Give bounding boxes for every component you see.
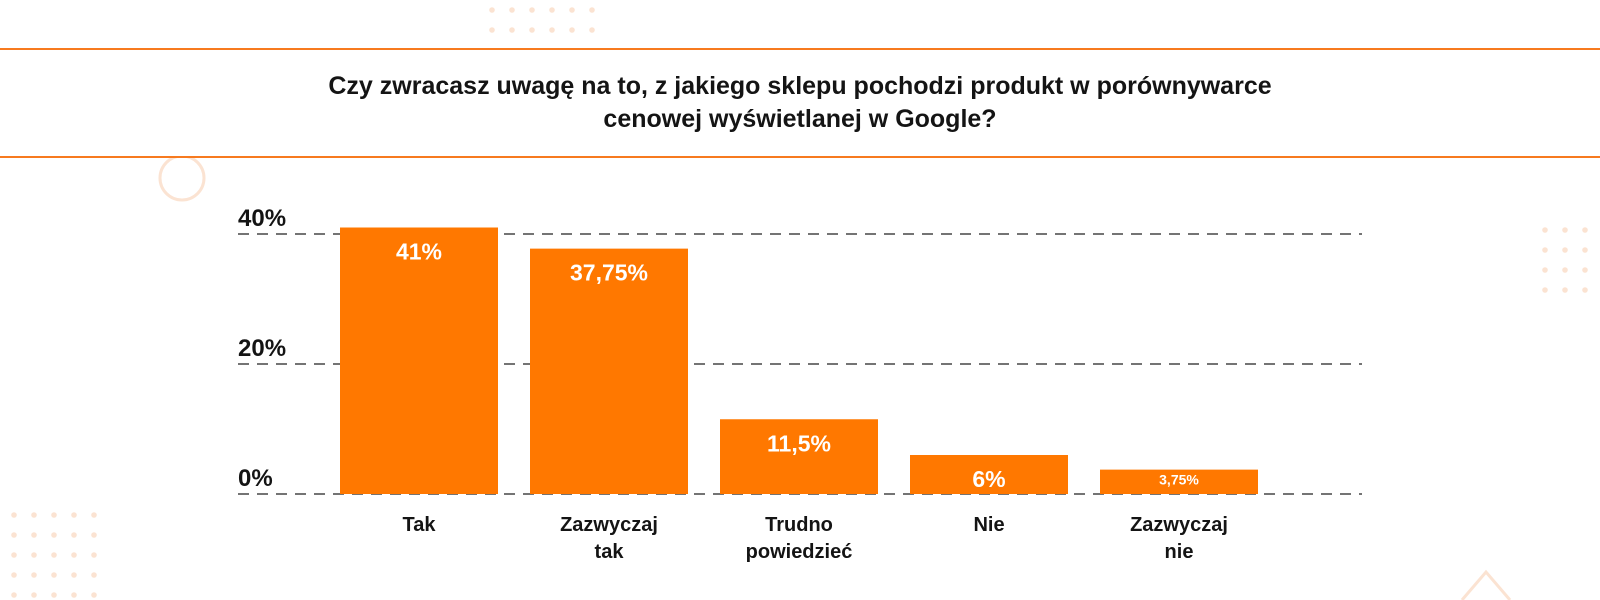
decoration-dot bbox=[31, 532, 37, 538]
decoration-dot bbox=[1542, 227, 1548, 233]
category-label-line: Zazwyczaj bbox=[1130, 514, 1228, 536]
decoration-dot bbox=[1562, 227, 1568, 233]
decoration-dot bbox=[1582, 287, 1588, 293]
decoration-dot bbox=[1542, 247, 1548, 253]
decoration-dot bbox=[529, 7, 535, 13]
decoration-dot bbox=[51, 532, 57, 538]
decoration-dot bbox=[489, 27, 495, 33]
bar-3 bbox=[910, 455, 1068, 494]
decoration-dot bbox=[31, 552, 37, 558]
category-label-line: powiedzieć bbox=[746, 541, 853, 563]
decoration-dot bbox=[1542, 287, 1548, 293]
category-label-line: nie bbox=[1165, 541, 1194, 563]
title-band: Czy zwracasz uwagę na to, z jakiego skle… bbox=[0, 48, 1600, 158]
decoration-dot bbox=[71, 512, 77, 518]
y-tick-label: 20% bbox=[238, 335, 286, 362]
category-label-line: Nie bbox=[973, 514, 1004, 536]
decoration-dot bbox=[1582, 247, 1588, 253]
decoration-dot bbox=[51, 512, 57, 518]
chart-title-line-2: cenowej wyświetlanej w Google? bbox=[603, 105, 997, 133]
category-label: Zazwyczaj nie bbox=[1130, 514, 1228, 563]
value-label: 11,5% bbox=[767, 430, 831, 456]
decoration-dot bbox=[31, 592, 37, 598]
decoration-dot bbox=[91, 552, 97, 558]
value-label: 37,75% bbox=[570, 260, 648, 286]
decoration-dot bbox=[1582, 267, 1588, 273]
decoration-dot bbox=[71, 592, 77, 598]
value-label: 6% bbox=[972, 466, 1005, 492]
decoration-dot bbox=[569, 7, 575, 13]
decoration-dot bbox=[91, 592, 97, 598]
decoration-dot bbox=[31, 572, 37, 578]
category-label-line: Trudno bbox=[765, 514, 833, 536]
decoration-dot bbox=[1542, 267, 1548, 273]
bar-0 bbox=[340, 227, 498, 494]
value-label: 3,75% bbox=[1159, 472, 1199, 488]
category-label: Trudno powiedzieć bbox=[746, 514, 853, 563]
chart-title: Czy zwracasz uwagę na to, z jakiego skle… bbox=[250, 70, 1350, 136]
decoration-dot bbox=[91, 572, 97, 578]
decoration-dot bbox=[509, 7, 515, 13]
chart-title-line-1: Czy zwracasz uwagę na to, z jakiego skle… bbox=[328, 72, 1272, 100]
decoration-dot bbox=[71, 552, 77, 558]
category-label-line: Tak bbox=[403, 514, 437, 536]
decoration-dot bbox=[91, 532, 97, 538]
decoration-dot bbox=[549, 7, 555, 13]
decoration-dot bbox=[71, 572, 77, 578]
decoration-dot bbox=[509, 27, 515, 33]
decoration-dot bbox=[529, 27, 535, 33]
bar-4 bbox=[1100, 469, 1258, 494]
category-label: Nie bbox=[973, 514, 1004, 536]
decoration-dot bbox=[589, 7, 595, 13]
decoration-dot bbox=[71, 532, 77, 538]
decoration-dot bbox=[589, 27, 595, 33]
decoration-dot bbox=[31, 512, 37, 518]
category-label-line: Zazwyczaj bbox=[560, 514, 658, 536]
decoration-dot bbox=[549, 27, 555, 33]
decoration-dot bbox=[11, 512, 17, 518]
category-label: Tak bbox=[403, 514, 437, 536]
bar-1 bbox=[530, 248, 688, 494]
decoration-dot bbox=[11, 572, 17, 578]
decoration-dot bbox=[1582, 227, 1588, 233]
y-tick-label: 0% bbox=[238, 465, 273, 492]
decoration-dot bbox=[489, 7, 495, 13]
decoration-dot bbox=[51, 572, 57, 578]
decoration-dot bbox=[1562, 247, 1568, 253]
decoration-dot bbox=[1562, 267, 1568, 273]
decoration-dot bbox=[11, 592, 17, 598]
decoration-dot bbox=[1562, 287, 1568, 293]
decoration-dot bbox=[11, 552, 17, 558]
decoration-dot bbox=[11, 532, 17, 538]
decoration-dot bbox=[51, 592, 57, 598]
category-label: Zazwyczaj tak bbox=[560, 514, 658, 563]
decoration-dot bbox=[569, 27, 575, 33]
decoration-dot bbox=[51, 552, 57, 558]
decoration-dot bbox=[91, 512, 97, 518]
y-tick-label: 40% bbox=[238, 205, 286, 232]
category-label-line: tak bbox=[595, 541, 625, 563]
bar-2 bbox=[720, 419, 878, 494]
value-label: 41% bbox=[396, 239, 442, 265]
decoration-triangle bbox=[1460, 569, 1512, 600]
